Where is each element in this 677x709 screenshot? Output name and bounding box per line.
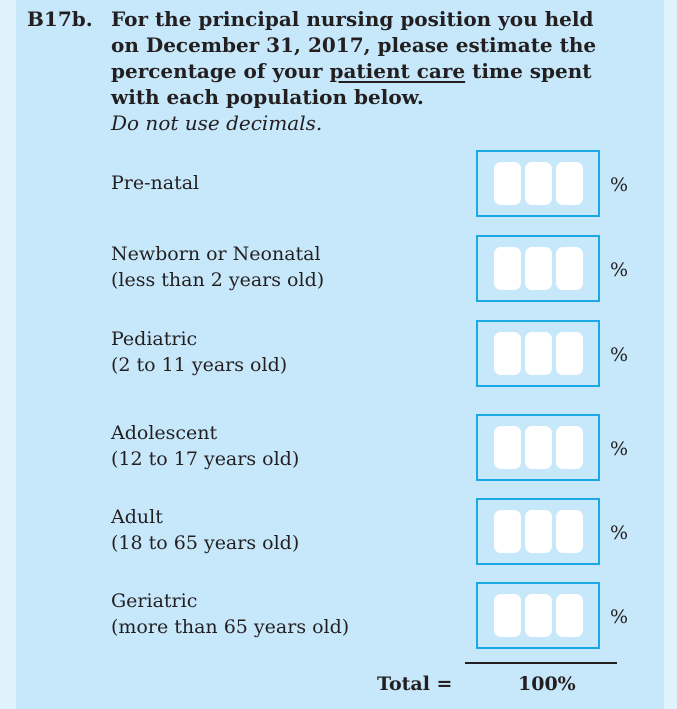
digit-cell[interactable] <box>524 510 552 553</box>
row-label-name: Geriatric <box>111 590 198 612</box>
row-label: Pediatric (2 to 11 years old) <box>111 326 287 378</box>
question-text-start: For the principal nursing position you h… <box>111 7 597 83</box>
digit-cell[interactable] <box>524 594 552 637</box>
percentage-entry-box[interactable] <box>476 498 600 565</box>
row-label-range: (more than 65 years old) <box>111 616 350 638</box>
percent-sign: % <box>610 344 629 366</box>
row-label-name: Newborn or Neonatal <box>111 243 321 265</box>
digit-cell[interactable] <box>493 332 521 375</box>
percent-sign: % <box>610 259 629 281</box>
row-label-range: (18 to 65 years old) <box>111 532 300 554</box>
question-number: B17b. <box>27 7 93 31</box>
row-label-name: Pre-natal <box>111 172 200 194</box>
digit-cell[interactable] <box>524 332 552 375</box>
row-label: Geriatric (more than 65 years old) <box>111 588 349 640</box>
row-label: Newborn or Neonatal (less than 2 years ol… <box>111 241 324 293</box>
digit-cell[interactable] <box>555 162 583 205</box>
percent-sign: % <box>610 606 629 628</box>
percent-sign: % <box>610 174 629 196</box>
row-label: Pre-natal <box>111 170 199 196</box>
percentage-entry-box[interactable] <box>476 582 600 649</box>
digit-cell[interactable] <box>493 594 521 637</box>
digit-cell[interactable] <box>524 247 552 290</box>
question-text: For the principal nursing position you h… <box>111 6 611 136</box>
row-label-range: (less than 2 years old) <box>111 269 325 291</box>
total-label: Total = <box>377 673 453 695</box>
digit-cell[interactable] <box>555 594 583 637</box>
digit-cell[interactable] <box>493 510 521 553</box>
percentage-entry-box[interactable] <box>476 235 600 302</box>
digit-cell[interactable] <box>555 510 583 553</box>
total-divider <box>465 662 617 664</box>
digit-cell[interactable] <box>555 247 583 290</box>
percentage-entry-box[interactable] <box>476 320 600 387</box>
total-value: 100% <box>518 673 576 695</box>
question-instruction: Do not use decimals. <box>111 111 323 135</box>
row-label-range: (12 to 17 years old) <box>111 448 300 470</box>
percent-sign: % <box>610 522 629 544</box>
percent-sign: % <box>610 438 629 460</box>
digit-cell[interactable] <box>524 426 552 469</box>
digit-cell[interactable] <box>493 247 521 290</box>
row-label: Adolescent (12 to 17 years old) <box>111 420 299 472</box>
percentage-entry-box[interactable] <box>476 414 600 481</box>
question-text-end: time spent with each population below. <box>111 59 592 109</box>
digit-cell[interactable] <box>555 426 583 469</box>
digit-cell[interactable] <box>555 332 583 375</box>
row-label-name: Adolescent <box>111 422 218 444</box>
digit-cell[interactable] <box>493 426 521 469</box>
row-label-range: (2 to 11 years old) <box>111 354 288 376</box>
row-label-name: Adult <box>111 506 163 528</box>
percentage-entry-box[interactable] <box>476 150 600 217</box>
digit-cell[interactable] <box>493 162 521 205</box>
row-label-name: Pediatric <box>111 328 198 350</box>
row-label: Adult (18 to 65 years old) <box>111 504 299 556</box>
digit-cell[interactable] <box>524 162 552 205</box>
question-text-emphasis: patient care <box>329 59 466 83</box>
